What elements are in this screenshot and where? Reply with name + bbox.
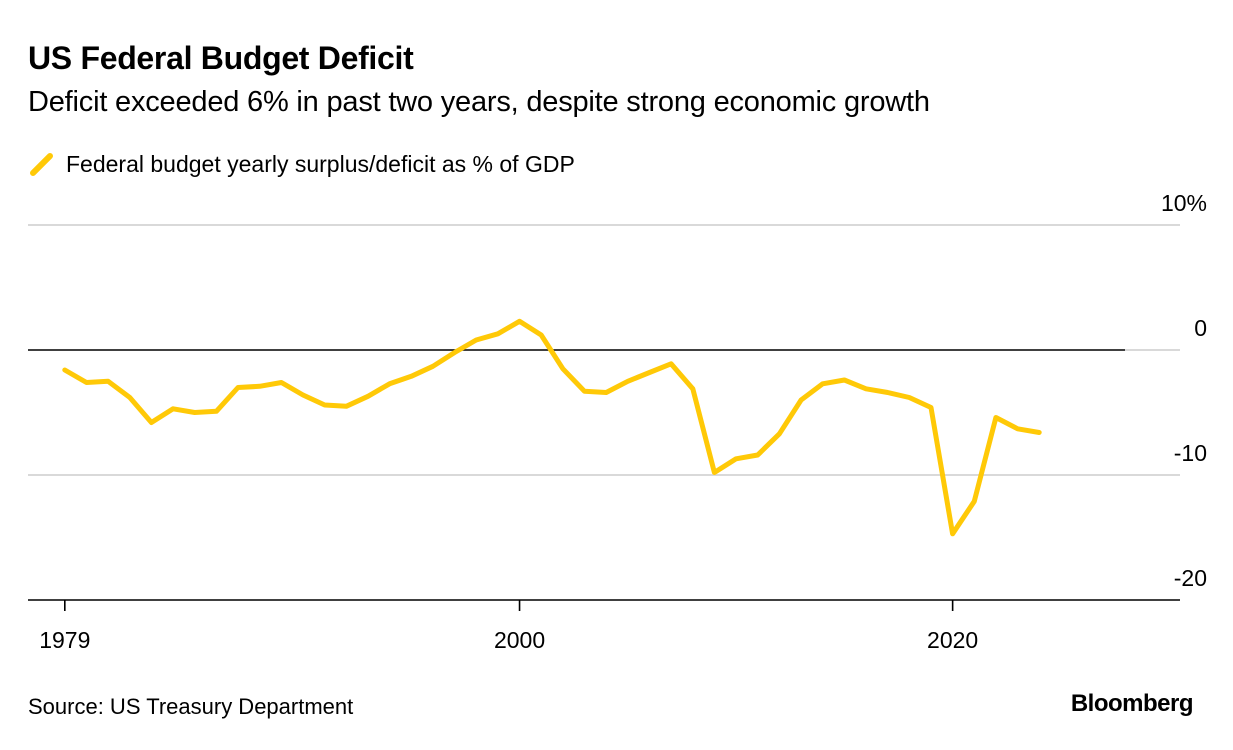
series-line bbox=[62, 318, 1042, 537]
series bbox=[62, 318, 1042, 537]
chart-subtitle: Deficit exceeded 6% in past two years, d… bbox=[28, 86, 930, 118]
data-point bbox=[474, 338, 479, 343]
data-point bbox=[972, 499, 977, 504]
x-tick-label: 2000 bbox=[494, 627, 545, 653]
data-point bbox=[820, 381, 825, 386]
data-point bbox=[257, 384, 262, 389]
data-point bbox=[647, 370, 652, 375]
source-note: Source: US Treasury Department bbox=[28, 694, 354, 719]
data-point bbox=[322, 403, 327, 408]
data-point bbox=[517, 319, 522, 324]
data-point bbox=[495, 331, 500, 336]
data-point bbox=[885, 390, 890, 395]
y-tick-label: -20 bbox=[1174, 565, 1207, 591]
y-axis-labels: 10% 0 -10 -20 bbox=[1161, 190, 1207, 591]
chart-title: US Federal Budget Deficit bbox=[28, 40, 414, 76]
bloomberg-logo: Bloomberg bbox=[1070, 690, 1194, 717]
data-point bbox=[799, 398, 804, 403]
data-point bbox=[734, 456, 739, 461]
data-point bbox=[62, 368, 67, 373]
data-point bbox=[755, 453, 760, 458]
data-point bbox=[127, 395, 132, 400]
data-point bbox=[301, 393, 306, 398]
data-point bbox=[1037, 430, 1042, 435]
data-point bbox=[950, 531, 955, 536]
data-point bbox=[625, 379, 630, 384]
data-point bbox=[690, 386, 695, 391]
y-tick-label: -10 bbox=[1174, 440, 1207, 466]
data-point bbox=[907, 395, 912, 400]
data-point bbox=[84, 380, 89, 385]
data-point bbox=[582, 389, 587, 394]
y-tick-label: 10% bbox=[1161, 190, 1207, 216]
x-tick-label: 2020 bbox=[927, 627, 978, 653]
data-point bbox=[604, 390, 609, 395]
data-point bbox=[777, 431, 782, 436]
legend-swatch-icon bbox=[30, 153, 53, 176]
data-point bbox=[279, 380, 284, 385]
data-point bbox=[712, 470, 717, 475]
data-point bbox=[842, 378, 847, 383]
data-point bbox=[1015, 426, 1020, 431]
data-point bbox=[366, 394, 371, 399]
data-point bbox=[106, 379, 111, 384]
data-point bbox=[539, 333, 544, 338]
data-point bbox=[669, 361, 674, 366]
data-point bbox=[387, 381, 392, 386]
data-point bbox=[192, 410, 197, 415]
x-tick-label: 1979 bbox=[39, 627, 90, 653]
data-point bbox=[344, 404, 349, 409]
gridlines bbox=[28, 224, 1180, 601]
x-axis: 1979 2000 2020 bbox=[39, 600, 978, 653]
data-point bbox=[993, 415, 998, 420]
legend: Federal budget yearly surplus/deficit as… bbox=[28, 148, 575, 180]
data-point bbox=[236, 385, 241, 390]
data-point bbox=[452, 350, 457, 355]
data-point bbox=[430, 364, 435, 369]
data-point bbox=[214, 409, 219, 414]
data-point bbox=[149, 420, 154, 425]
y-tick-label: 0 bbox=[1194, 315, 1207, 341]
legend-label: Federal budget yearly surplus/deficit as… bbox=[66, 150, 575, 177]
data-point bbox=[864, 386, 869, 391]
data-point bbox=[171, 406, 176, 411]
data-point bbox=[560, 366, 565, 371]
data-point bbox=[409, 374, 414, 379]
data-point bbox=[929, 405, 934, 410]
